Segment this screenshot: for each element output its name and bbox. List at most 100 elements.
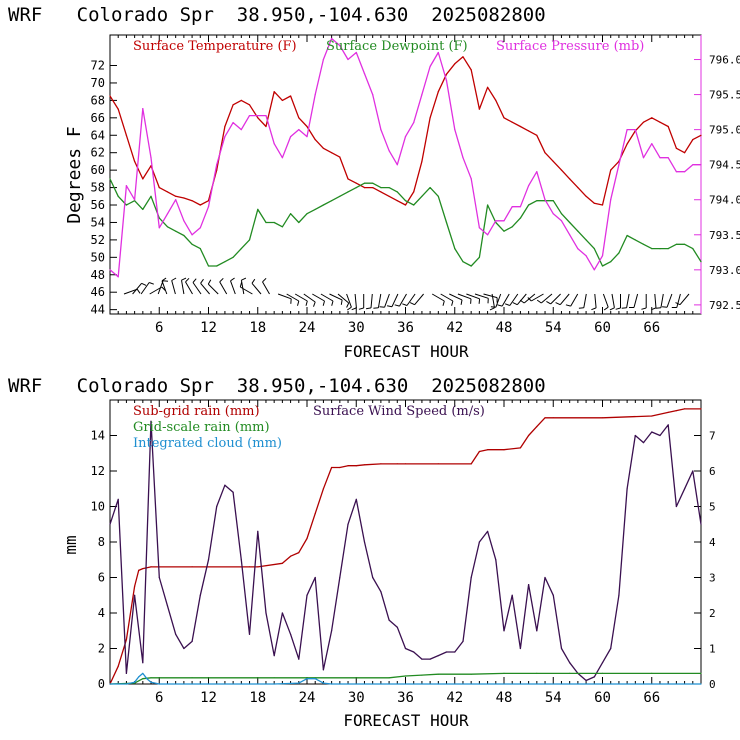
surface-pressure-mb-point — [626, 129, 628, 131]
surface-temperature-f-point — [331, 152, 333, 154]
grid-scale-rain-mm-point — [142, 678, 144, 680]
wind-barb — [457, 293, 472, 300]
surface-wind-speed-m-s-point — [142, 662, 144, 664]
surface-pressure-mb-point — [306, 136, 308, 138]
wind-barb-flag — [379, 306, 385, 308]
grid-scale-rain-mm-line — [109, 672, 701, 685]
surface-dewpoint-f-point — [134, 200, 136, 202]
wind-barb — [161, 280, 168, 295]
surface-dewpoint-f-point — [552, 200, 554, 202]
surface-temperature-f-point — [626, 143, 628, 145]
wind-barb-flag — [358, 307, 364, 310]
x-tick-label: 36 — [397, 690, 414, 706]
surface-dewpoint-f-point — [585, 239, 587, 241]
surface-wind-speed-m-s-point — [265, 612, 267, 614]
surface-temperature-f-point — [692, 139, 694, 141]
wind-barb — [391, 293, 399, 307]
surface-wind-speed-m-s-point — [585, 679, 587, 682]
wind-barb — [540, 293, 553, 304]
surface-wind-speed-m-s-line — [109, 420, 702, 682]
surface-temperature-f-point — [577, 187, 579, 189]
grid-scale-rain-mm-point — [404, 675, 407, 677]
surface-temperature-f-point — [183, 197, 185, 199]
sub-grid-rain-mm-point — [544, 417, 546, 419]
surface-wind-speed-m-s-point — [437, 655, 439, 657]
surface-pressure-mb-point — [593, 269, 595, 271]
surface-dewpoint-f-point — [199, 248, 201, 250]
surface-dewpoint-f-point — [191, 243, 193, 245]
surface-temperature-f-line — [109, 56, 702, 206]
y-tick-label: 50 — [91, 250, 105, 264]
sub-grid-rain-mm-point — [470, 463, 472, 465]
surface-temperature-f-point — [552, 160, 554, 162]
surface-pressure-mb-point — [372, 94, 374, 96]
surface-temperature-f-point — [388, 195, 390, 197]
wind-barb-flag — [200, 278, 204, 284]
wind-barb-flag — [136, 288, 141, 294]
surface-temperature-f-point — [478, 108, 480, 110]
sub-grid-rain-mm-point — [290, 555, 292, 557]
surface-pressure-mb-point — [298, 129, 300, 131]
grid-scale-rain-mm-point — [355, 677, 357, 679]
x-tick-label: 6 — [155, 690, 163, 706]
surface-pressure-mb-point — [585, 255, 587, 257]
sub-grid-rain-mm-point — [347, 465, 349, 467]
surface-temperature-f-point — [503, 117, 505, 119]
temperature-chart: WRF Colorado Spr 38.950,-104.630 2025082… — [8, 4, 740, 361]
wind-barb-flag — [351, 307, 357, 311]
grid-scale-rain-mm-point — [503, 672, 505, 675]
bottom-chart-title: WRF Colorado Spr 38.950,-104.630 2025082… — [8, 375, 546, 397]
surface-pressure-mb-point — [511, 206, 513, 208]
surface-pressure-mb-point — [642, 157, 645, 159]
surface-temperature-f-point — [519, 125, 522, 128]
surface-pressure-mb-point — [175, 199, 177, 201]
wind-barb-flag — [230, 277, 235, 282]
wind-barb — [123, 288, 138, 295]
wind-barb — [594, 293, 597, 308]
surface-wind-speed-m-s-point — [290, 633, 292, 635]
surface-temperature-f-point — [314, 139, 316, 141]
wind-barb-flag — [171, 277, 177, 281]
y-tick-label: 0 — [98, 677, 105, 691]
surface-pressure-mb-point — [684, 171, 686, 173]
surface-pressure-mb-point — [199, 227, 201, 229]
surface-pressure-mb-point — [191, 234, 193, 236]
surface-dewpoint-f-point — [618, 252, 620, 254]
sub-grid-rain-mm-point — [138, 569, 140, 572]
wind-barb — [550, 293, 561, 305]
surface-wind-speed-m-s-point — [478, 541, 480, 543]
wind-barb — [676, 293, 681, 308]
surface-pressure-mb-point — [610, 199, 612, 201]
legend-subgrid-rain: Sub-grid rain (mm) — [133, 404, 260, 419]
surface-dewpoint-f-point — [519, 217, 522, 219]
surface-temperature-f-point — [536, 134, 538, 136]
x-tick-label: 6 — [155, 320, 163, 336]
surface-temperature-f-point — [651, 117, 653, 119]
wind-barb — [149, 286, 163, 295]
surface-wind-speed-m-s-point — [536, 630, 538, 632]
surface-wind-speed-m-s-point — [667, 424, 669, 426]
integrated-cloud-mm-point — [109, 683, 111, 685]
surface-temperature-f-point — [281, 99, 283, 101]
surface-wind-speed-m-s-point — [552, 594, 554, 596]
surface-pressure-mb-point — [380, 129, 382, 131]
surface-wind-speed-m-s-point — [363, 541, 366, 543]
top-x-ticks: 6 12 18 24 30 36 42 48 54 60 66 — [117, 35, 694, 336]
surface-wind-speed-m-s-point — [158, 576, 160, 579]
surface-wind-speed-m-s-point — [511, 594, 513, 596]
top-x-axis-label: FORECAST HOUR — [343, 342, 469, 361]
y2-tick-label: 793.0 — [709, 264, 740, 277]
surface-wind-speed-m-s-point — [421, 658, 423, 660]
wind-barb — [346, 293, 352, 308]
y-tick-label: 68 — [91, 93, 105, 107]
wind-barb — [611, 293, 615, 308]
integrated-cloud-mm-point — [298, 682, 300, 684]
grid-scale-rain-mm-point — [388, 677, 390, 679]
wind-barb — [370, 293, 373, 308]
grid-scale-rain-mm-point — [651, 672, 653, 675]
surface-dewpoint-f-point — [610, 261, 612, 263]
surface-pressure-mb-point — [560, 220, 563, 222]
surface-dewpoint-f-point — [175, 230, 177, 232]
surface-wind-speed-m-s-point — [298, 658, 300, 660]
